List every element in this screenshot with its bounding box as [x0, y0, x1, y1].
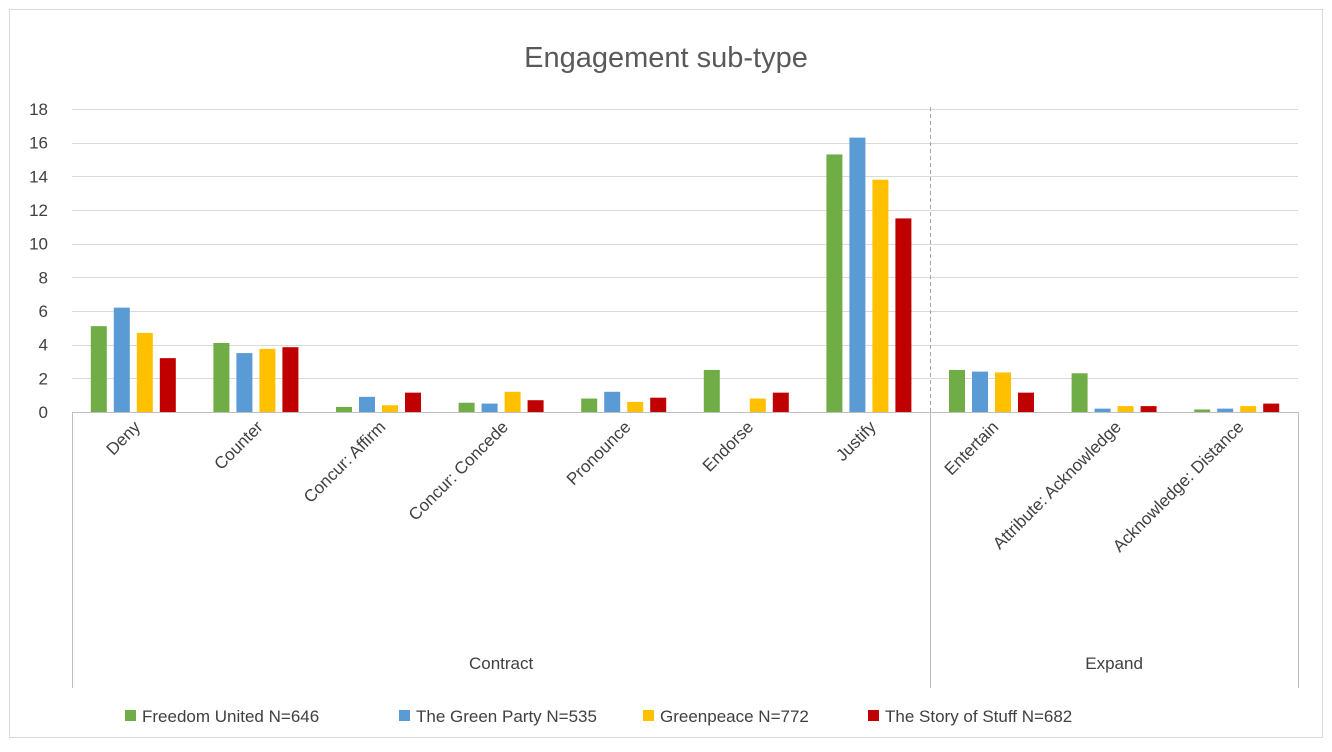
- bar: [382, 405, 398, 412]
- y-tick-label: 8: [39, 268, 48, 287]
- bar: [405, 392, 421, 412]
- bar: [1094, 408, 1111, 412]
- bar: [458, 402, 475, 412]
- bar: [1117, 406, 1134, 412]
- legend-swatch: [643, 710, 654, 721]
- bar: [1018, 392, 1034, 412]
- y-tick-label: 10: [29, 235, 48, 254]
- bar: [650, 397, 667, 412]
- bar: [90, 326, 107, 412]
- bar: [1140, 406, 1157, 412]
- y-tick-label: 4: [39, 336, 48, 355]
- bar: [1240, 406, 1257, 412]
- y-axis-tick-labels: 0 2 4 6 8 10 12 14 16 18: [29, 100, 48, 422]
- bar: [826, 154, 843, 412]
- legend: Freedom United N=646 The Green Party N=53…: [125, 707, 1072, 726]
- bar: [872, 179, 889, 412]
- bar: [627, 401, 644, 412]
- bar: [236, 353, 253, 412]
- bar: [972, 371, 988, 412]
- bar: [895, 218, 912, 412]
- x-group-label: Contract: [469, 654, 534, 673]
- bar: [1071, 373, 1088, 412]
- bar: [282, 347, 299, 412]
- x-axis-group-labels: Contract Expand: [469, 654, 1143, 673]
- bar: [359, 396, 375, 412]
- y-tick-label: 18: [29, 100, 48, 119]
- chart-border: [9, 9, 1323, 738]
- y-tick-label: 14: [29, 167, 48, 186]
- bar: [1194, 409, 1211, 412]
- bar: [213, 342, 230, 412]
- bar: [113, 307, 130, 412]
- legend-swatch: [399, 710, 410, 721]
- bar: [949, 369, 965, 412]
- x-group-label: Expand: [1085, 654, 1143, 673]
- chart-title: Engagement sub-type: [524, 42, 808, 74]
- x-axis: [72, 107, 1299, 688]
- bar: [772, 392, 789, 412]
- y-tick-label: 2: [39, 369, 48, 388]
- bars: [90, 137, 1280, 412]
- y-tick-label: 0: [39, 403, 48, 422]
- y-tick-label: 12: [29, 201, 48, 220]
- legend-label: Freedom United N=646: [142, 707, 319, 726]
- legend-label: Greenpeace N=772: [660, 707, 809, 726]
- bar: [504, 391, 521, 412]
- y-tick-label: 16: [29, 134, 48, 153]
- legend-swatch: [125, 710, 136, 721]
- bar: [481, 403, 498, 412]
- bar: [1217, 408, 1234, 412]
- bar: [749, 398, 766, 412]
- bar: [527, 400, 544, 412]
- bar: [159, 358, 176, 412]
- legend-swatch: [868, 710, 879, 721]
- bar: [1263, 403, 1280, 412]
- grid-lines: [72, 109, 1298, 379]
- bar: [259, 348, 276, 412]
- legend-label: The Story of Stuff N=682: [885, 707, 1072, 726]
- y-tick-label: 6: [39, 302, 48, 321]
- bar: [849, 137, 866, 412]
- bar: [336, 406, 352, 412]
- bar: [604, 391, 621, 412]
- bar: [703, 369, 720, 412]
- bar: [136, 332, 153, 412]
- bar: [581, 398, 598, 412]
- legend-label: The Green Party N=535: [416, 707, 597, 726]
- bar: [995, 372, 1011, 412]
